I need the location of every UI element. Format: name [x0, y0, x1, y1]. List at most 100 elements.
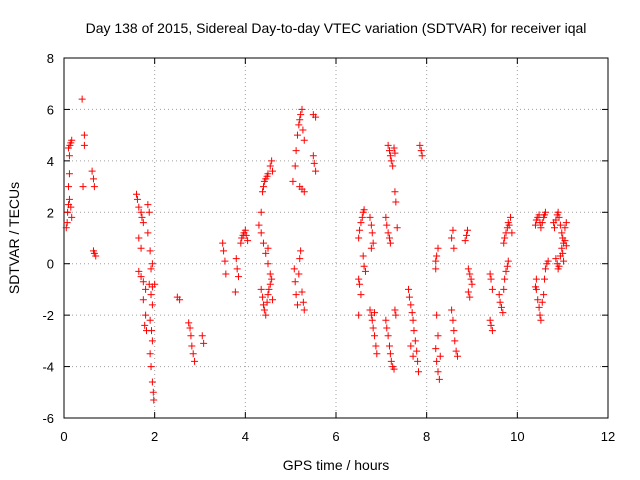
data-point — [137, 208, 145, 216]
data-point — [486, 316, 494, 324]
data-point — [537, 316, 545, 324]
x-tick-label: 10 — [510, 429, 524, 444]
data-point — [450, 244, 458, 252]
x-tick-label: 2 — [151, 429, 158, 444]
data-point — [312, 167, 320, 175]
data-point — [356, 280, 364, 288]
data-point — [269, 167, 277, 175]
data-point — [468, 280, 476, 288]
data-point — [507, 213, 515, 221]
data-point — [385, 147, 393, 155]
data-point — [409, 352, 417, 360]
data-point — [508, 229, 516, 237]
data-point — [432, 257, 440, 265]
data-point — [292, 147, 300, 155]
data-point — [300, 136, 308, 144]
data-point — [466, 270, 474, 278]
data-point — [560, 257, 568, 265]
data-point — [467, 275, 475, 283]
data-point — [501, 275, 509, 283]
data-point — [300, 306, 308, 314]
data-point — [264, 244, 272, 252]
data-point — [504, 257, 512, 265]
data-point — [384, 332, 392, 340]
data-point — [389, 162, 397, 170]
data-point — [296, 116, 304, 124]
data-point — [355, 275, 363, 283]
data-point — [65, 183, 73, 191]
data-point — [464, 265, 472, 273]
data-point — [390, 144, 398, 152]
data-point — [142, 311, 150, 319]
data-point — [392, 311, 400, 319]
data-point — [405, 293, 413, 301]
data-point — [295, 270, 303, 278]
data-point — [64, 208, 72, 216]
x-tick-label: 12 — [601, 429, 615, 444]
data-point — [368, 229, 376, 237]
axis-ticks: 0 2 4 6 8 10 12 -6 -4 -2 0 2 4 6 8 — [42, 51, 615, 444]
data-point — [450, 327, 458, 335]
x-tick-label: 0 — [60, 429, 67, 444]
data-point — [244, 237, 252, 245]
data-point — [297, 247, 305, 255]
y-tick-label: 6 — [47, 102, 54, 117]
data-point — [191, 357, 199, 365]
data-point — [65, 195, 73, 203]
chart-title: Day 138 of 2015, Sidereal Day-to-day VTE… — [86, 20, 587, 36]
data-point — [135, 267, 143, 275]
data-point — [500, 285, 508, 293]
data-point — [297, 111, 305, 119]
data-point — [295, 121, 303, 129]
data-point — [386, 239, 394, 247]
data-point — [367, 221, 375, 229]
data-point — [264, 260, 272, 268]
data-point — [300, 188, 308, 196]
data-point — [151, 280, 159, 288]
data-point — [541, 265, 549, 273]
data-point — [384, 229, 392, 237]
x-axis-label: GPS time / hours — [283, 457, 390, 473]
data-point — [291, 162, 299, 170]
data-point — [385, 234, 393, 242]
data-point — [433, 252, 441, 260]
data-point — [562, 219, 570, 227]
data-point — [451, 337, 459, 345]
data-point — [359, 252, 367, 260]
data-point — [464, 288, 472, 296]
x-tick-label: 6 — [332, 429, 339, 444]
data-point — [139, 219, 147, 227]
data-point — [461, 237, 469, 245]
data-point — [486, 270, 494, 278]
data-point — [147, 327, 155, 335]
data-point — [176, 296, 184, 304]
data-point — [146, 350, 154, 358]
data-point — [360, 206, 368, 214]
data-point — [561, 224, 569, 232]
data-point — [417, 147, 425, 155]
data-point — [299, 126, 307, 134]
data-point — [391, 306, 399, 314]
y-axis-label: SDTVAR / TECUs — [6, 182, 22, 294]
data-point — [289, 177, 297, 185]
data-point — [387, 157, 395, 165]
y-tick-label: -4 — [42, 360, 54, 375]
data-point — [386, 152, 394, 160]
data-point — [496, 298, 504, 306]
data-point — [147, 291, 155, 299]
data-point — [501, 234, 509, 242]
data-point — [65, 170, 73, 178]
data-point — [411, 337, 419, 345]
data-point — [541, 208, 549, 216]
data-point — [237, 239, 245, 247]
data-point — [449, 316, 457, 324]
data-point — [200, 339, 208, 347]
data-point — [259, 293, 267, 301]
data-point — [242, 231, 250, 239]
data-point — [139, 296, 147, 304]
data-point — [356, 226, 364, 234]
data-point — [264, 170, 272, 178]
data-point — [149, 388, 157, 396]
data-point — [137, 273, 145, 281]
